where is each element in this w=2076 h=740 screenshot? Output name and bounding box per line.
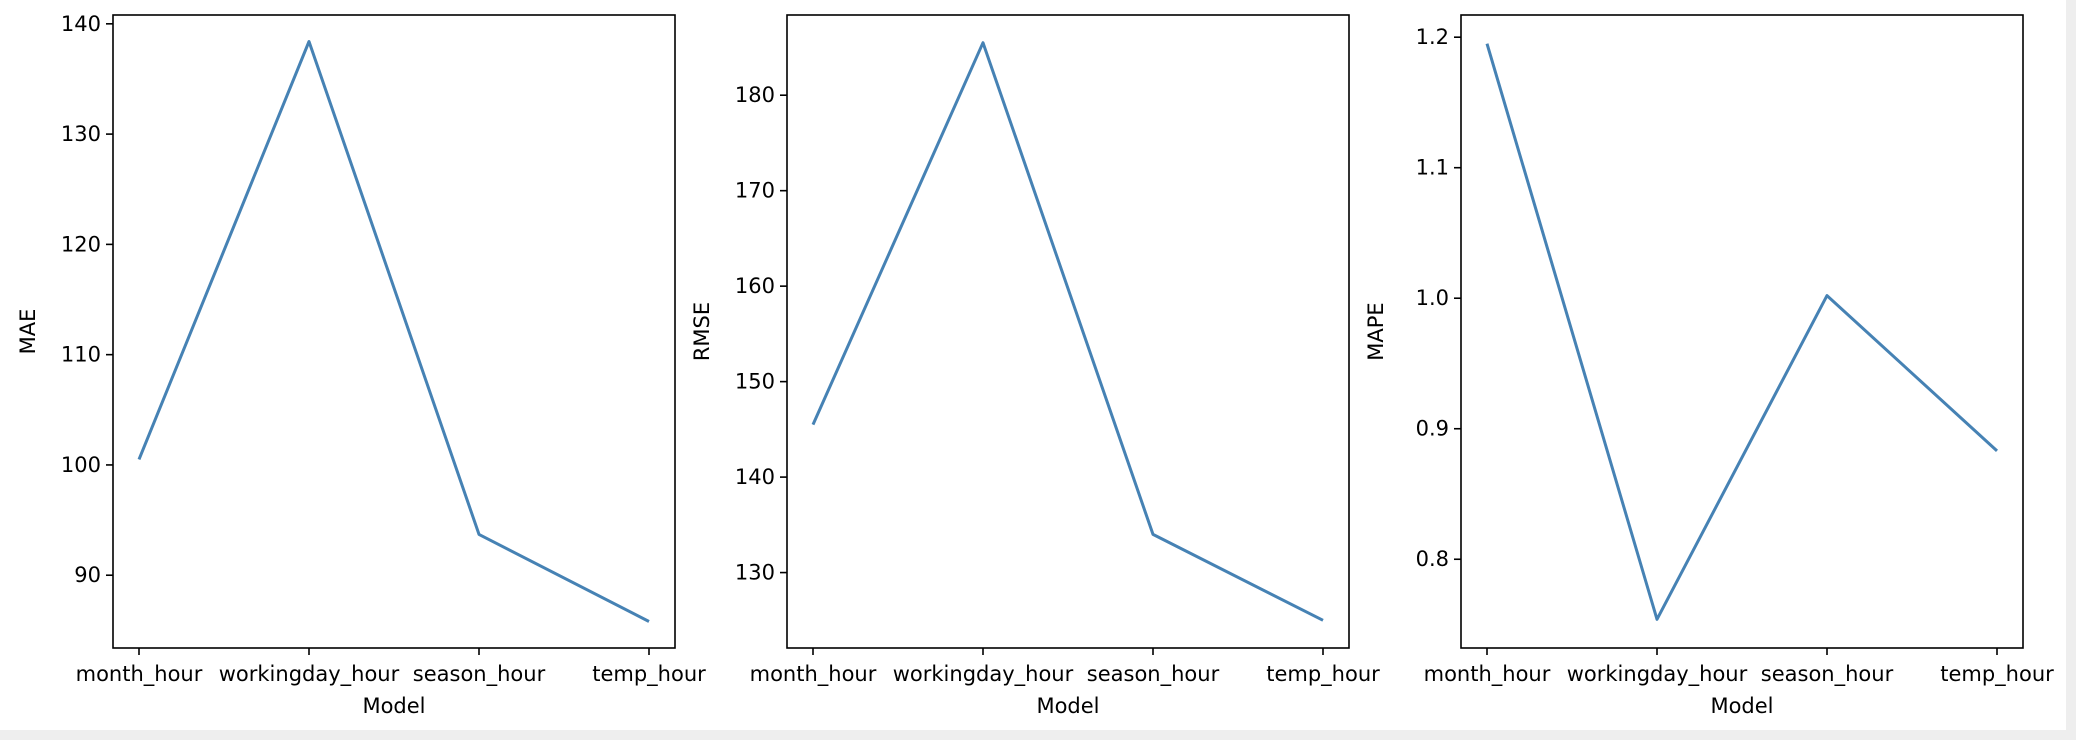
x-axis-label: Model xyxy=(1036,694,1099,718)
x-tick-label: month_hour xyxy=(76,662,203,687)
x-axis-label: Model xyxy=(362,694,425,718)
x-axis-label: Model xyxy=(1710,694,1773,718)
y-tick-label: 0.9 xyxy=(1416,417,1449,441)
series-line xyxy=(137,40,650,623)
y-tick-label: 130 xyxy=(61,122,101,146)
axes-frame xyxy=(112,14,676,649)
chart-panel-rmse: 130 140 150 160 170 180 month_hour workingday_h… xyxy=(690,14,1380,718)
y-tick-label: 160 xyxy=(735,274,775,298)
y-axis-label: RMSE xyxy=(690,302,714,361)
y-tick-label: 100 xyxy=(61,453,101,477)
y-tick-label: 120 xyxy=(61,232,101,256)
chart-panel-mae: 90 100 110 120 130 140 month_hour workingday_ho… xyxy=(16,12,706,718)
x-tick-label: temp_hour xyxy=(592,662,706,687)
y-tick-label: 1.0 xyxy=(1416,286,1449,310)
x-tick-label: season_hour xyxy=(413,662,546,687)
axes-frame xyxy=(1460,14,2024,649)
x-tick-label: temp_hour xyxy=(1940,662,2054,687)
x-tick-label: workingday_hour xyxy=(219,662,400,687)
y-tick-label: 180 xyxy=(735,83,775,107)
chart-panel-mape: 0.8 0.9 1.0 1.1 1.2 month_hour workingday_hour… xyxy=(1364,14,2054,718)
x-tick-label: season_hour xyxy=(1761,662,1894,687)
y-tick-label: 170 xyxy=(735,179,775,203)
y-tick-label: 150 xyxy=(735,370,775,394)
x-tick-label: month_hour xyxy=(750,662,877,687)
y-tick-label: 140 xyxy=(735,465,775,489)
y-tick-label: 90 xyxy=(74,563,101,587)
x-tick-label: workingday_hour xyxy=(1567,662,1748,687)
axes-frame xyxy=(786,14,1350,649)
y-axis-label: MAPE xyxy=(1364,302,1388,360)
y-tick-label: 130 xyxy=(735,561,775,585)
x-tick-label: temp_hour xyxy=(1266,662,1380,687)
y-tick-label: 110 xyxy=(61,343,101,367)
x-tick-label: workingday_hour xyxy=(893,662,1074,687)
y-tick-label: 1.2 xyxy=(1416,25,1449,49)
x-tick-label: season_hour xyxy=(1087,662,1220,687)
y-tick-label: 1.1 xyxy=(1416,156,1449,180)
series-line xyxy=(1485,43,1999,621)
x-tick-label: month_hour xyxy=(1424,662,1551,687)
y-tick-label: 0.8 xyxy=(1416,547,1449,571)
y-tick-label: 140 xyxy=(61,12,101,36)
series-line xyxy=(811,41,1324,622)
y-axis-label: MAE xyxy=(16,309,40,355)
